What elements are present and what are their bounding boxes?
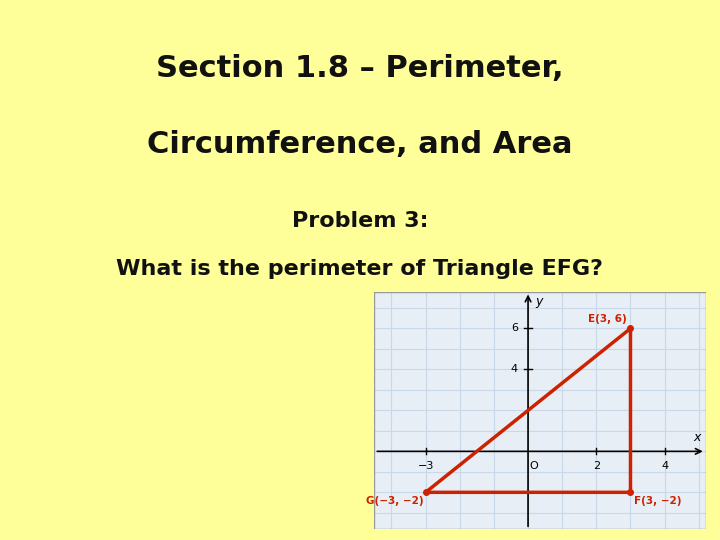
Text: G(−3, −2): G(−3, −2)	[366, 496, 424, 507]
Text: Section 1.8 – Perimeter,: Section 1.8 – Perimeter,	[156, 54, 564, 83]
Text: y: y	[536, 295, 543, 308]
Text: What is the perimeter of Triangle EFG?: What is the perimeter of Triangle EFG?	[117, 259, 603, 279]
Text: 2: 2	[593, 461, 600, 470]
Text: 4: 4	[510, 364, 518, 374]
Text: 6: 6	[510, 323, 518, 334]
Text: Circumference, and Area: Circumference, and Area	[148, 130, 572, 159]
Text: E(3, 6): E(3, 6)	[588, 314, 627, 325]
Text: −3: −3	[418, 461, 434, 470]
Text: F(3, −2): F(3, −2)	[634, 496, 681, 507]
Text: x: x	[693, 430, 701, 443]
Text: Problem 3:: Problem 3:	[292, 211, 428, 231]
Text: O: O	[530, 461, 539, 470]
Text: 4: 4	[661, 461, 668, 470]
